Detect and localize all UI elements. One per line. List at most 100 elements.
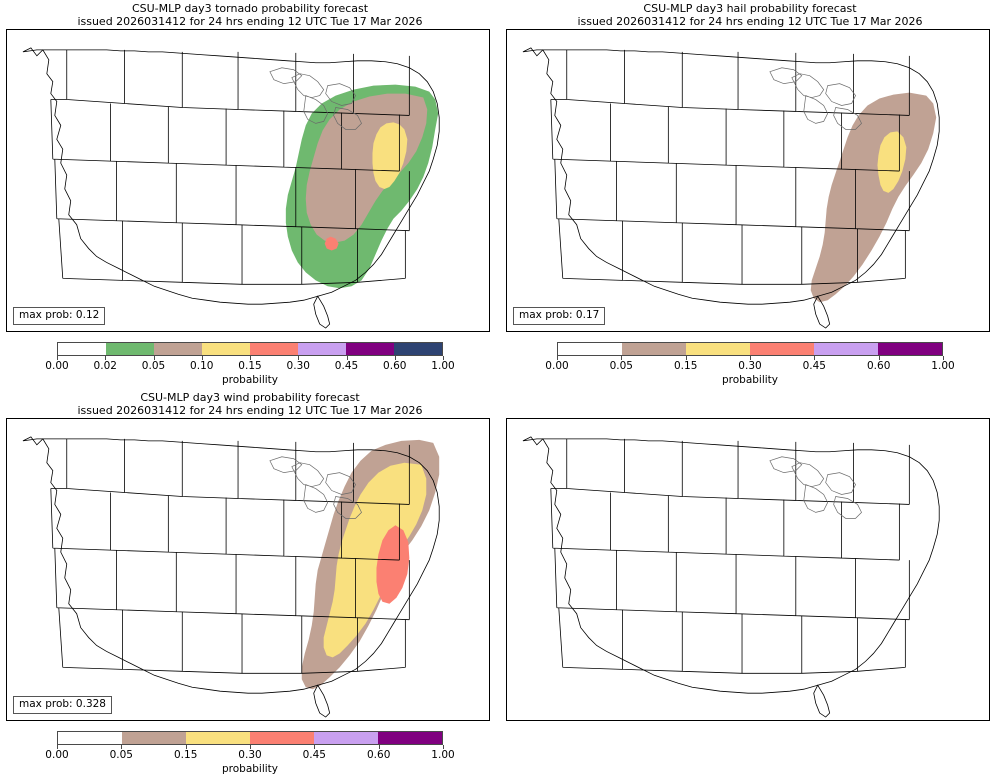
cb-tick-label-1: 0.05 [609,360,633,372]
cb-seg-1 [622,343,686,355]
contour-band-0.30 [376,525,410,604]
hail-map-graphic [522,47,940,329]
state-borders [66,49,410,116]
hail-map-geography [522,47,940,329]
us-coastline-outline [22,436,440,694]
hail-map[interactable]: max prob: 0.17 [506,29,990,332]
cb-tick-label-0: 0.00 [545,360,569,372]
us-coastline-outline [522,436,940,694]
cb-seg-7 [394,343,442,355]
cb-tick-label-0: 0.00 [45,749,69,761]
cb-tick-label-3: 0.30 [238,749,262,761]
cb-tick-label-5: 0.60 [866,360,891,372]
cb-tick-label-2: 0.05 [141,360,166,372]
great-lakes [769,67,862,130]
cb-seg-1 [122,732,186,744]
wind-colorbar-bar [57,731,443,745]
state-borders-3 [54,159,410,232]
tornado-map-geography [22,47,440,329]
state-borders [566,438,910,505]
cb-seg-2 [186,732,250,744]
hail-colorbar[interactable]: 0.00 0.05 0.15 0.30 0.45 0.60 1.00 proba… [500,342,1000,386]
tornado-title-line1: CSU-MLP day3 tornado probability forecas… [131,2,369,15]
cb-seg-4 [250,343,298,355]
wind-map[interactable]: max prob: 0.328 [6,418,490,721]
cb-seg-0 [558,343,622,355]
great-lakes [269,67,362,130]
cb-tick-label-2: 0.15 [673,360,698,372]
tornado-probability-contours [285,84,439,289]
hail-colorbar-ticks: 0.00 0.05 0.15 0.30 0.45 0.60 1.00 [545,356,955,372]
empty-map-graphic [522,436,940,718]
tornado-colorbar-bar [57,342,443,356]
panel-empty [500,389,1000,779]
wind-colorbar[interactable]: 0.00 0.05 0.15 0.30 0.45 0.60 1.00 proba… [0,731,500,775]
hail-colorbar-bar [557,342,943,356]
hail-probability-contours [810,92,937,303]
state-borders-2 [50,488,400,561]
state-borders [66,438,410,505]
contour-band-0.10 [372,122,408,189]
cb-seg-4 [814,343,878,355]
state-borders [566,49,910,116]
cb-tick-label-4: 0.45 [302,749,326,761]
cb-seg-5 [298,343,346,355]
state-borders-2 [550,99,900,172]
hail-colorbar-title: probability [721,374,779,386]
cb-tick-label-1: 0.05 [109,749,133,761]
cb-tick-label-5: 0.60 [366,749,391,761]
cb-tick-label-4: 0.15 [238,360,262,372]
state-borders-4 [558,218,906,285]
hail-title-line2: issued 2026031412 for 24 hrs ending 12 U… [577,15,923,28]
panel-tornado: CSU-MLP day3 tornado probability forecas… [0,0,500,389]
tornado-colorbar-ticks: 0.00 0.02 0.05 0.10 0.15 0.30 0.45 0.60 … [45,356,455,372]
cb-seg-5 [878,343,942,355]
great-lakes [269,456,362,519]
state-borders-4 [58,607,406,674]
state-borders-4 [558,607,906,674]
wind-map-graphic [22,436,440,718]
wind-colorbar-ticks: 0.00 0.05 0.15 0.30 0.45 0.60 1.00 [45,745,455,761]
cb-tick-label-3: 0.30 [738,360,762,372]
us-coastline-outline [522,47,940,305]
tornado-map[interactable]: max prob: 0.12 [6,29,490,332]
tornado-colorbar-title: probability [221,374,279,386]
tornado-colorbar[interactable]: 0.00 0.02 0.05 0.10 0.15 0.30 0.45 0.60 … [0,342,500,386]
florida-peninsula [813,295,831,329]
cb-seg-4 [314,732,378,744]
cb-tick-label-5: 0.30 [286,360,310,372]
cb-seg-2 [154,343,202,355]
tornado-map-graphic [22,47,440,329]
wind-map-geography [22,436,440,718]
florida-peninsula [313,295,331,329]
hail-max-prob-badge: max prob: 0.17 [513,307,606,325]
cb-seg-3 [250,732,314,744]
wind-title: CSU-MLP day3 wind probability forecast i… [0,391,500,417]
empty-map-geography [522,436,940,718]
state-borders-2 [550,488,900,561]
cb-seg-3 [750,343,814,355]
panel-wind: CSU-MLP day3 wind probability forecast i… [0,389,500,779]
empty-map[interactable] [506,418,990,721]
wind-title-line1: CSU-MLP day3 wind probability forecast [140,391,360,404]
contour-band-0.15 [323,462,427,658]
cb-seg-1 [106,343,154,355]
state-borders-2 [50,99,400,172]
cb-tick-label-1: 0.02 [93,360,117,372]
state-borders-3 [54,548,410,621]
tornado-max-prob-badge: max prob: 0.12 [13,307,106,325]
cb-seg-0 [58,732,122,744]
cb-tick-label-6: 1.00 [931,360,955,372]
tornado-title: CSU-MLP day3 tornado probability forecas… [0,2,500,28]
cb-tick-label-7: 0.60 [383,360,407,372]
wind-max-prob-badge: max prob: 0.328 [13,696,112,714]
florida-peninsula [813,684,831,718]
us-coastline-outline [22,47,440,305]
contour-band-0.05 [810,92,937,303]
cb-tick-label-0: 0.00 [45,360,69,372]
hail-title-line1: CSU-MLP day3 hail probability forecast [643,2,857,15]
cb-tick-label-3: 0.10 [190,360,214,372]
great-lakes [769,456,862,519]
cb-seg-3 [202,343,250,355]
